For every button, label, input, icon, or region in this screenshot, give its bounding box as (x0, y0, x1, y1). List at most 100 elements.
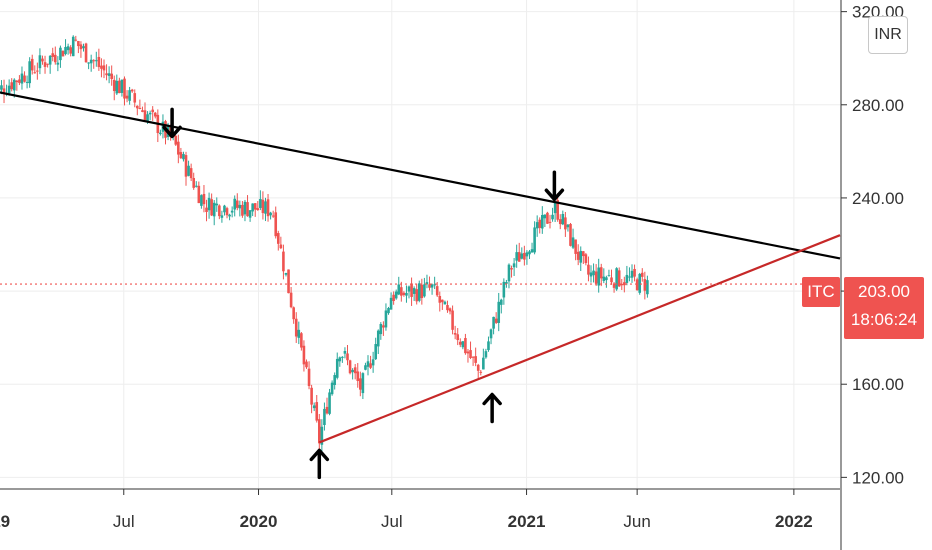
candle-body (23, 75, 26, 82)
candle-body (225, 208, 229, 216)
candle-body (438, 295, 442, 303)
candle-body (533, 227, 536, 253)
candle-body (287, 269, 290, 294)
candle-body (576, 251, 580, 260)
candle-body (625, 274, 629, 283)
candle-body (128, 90, 131, 101)
candle-body (369, 363, 372, 368)
candle-body (174, 135, 178, 145)
candle-body (74, 39, 78, 41)
candle-body (92, 60, 96, 62)
candle-body (238, 204, 242, 209)
candle-body (594, 271, 598, 284)
candle-body (561, 213, 565, 225)
candle-body (300, 333, 303, 348)
candle-body (615, 268, 618, 290)
candle-body (469, 350, 472, 358)
candle-body (187, 165, 190, 176)
candle-body (105, 73, 108, 76)
candle-body (589, 272, 593, 277)
support-trendline[interactable] (318, 234, 841, 444)
candle-body (251, 203, 254, 212)
candle-body (112, 79, 116, 92)
candle-body (282, 251, 285, 272)
candle-body (482, 357, 485, 370)
candle-body (146, 114, 149, 122)
candle-body (118, 80, 121, 94)
candle-body (538, 219, 542, 228)
candle-body (458, 341, 462, 345)
candles (0, 35, 649, 452)
resistance-trendline[interactable] (0, 91, 841, 260)
candle-body (417, 283, 421, 301)
candle-body (61, 50, 65, 57)
candle-body (423, 284, 426, 297)
candle-body (628, 276, 631, 278)
candle-body (512, 263, 516, 268)
candle-body (294, 318, 298, 337)
candle-body (84, 43, 88, 63)
candle-body (394, 291, 398, 299)
candle-body (266, 199, 270, 217)
candle-body (535, 222, 539, 229)
countdown-timer: 18:06:24 (850, 310, 918, 329)
candle-body (497, 301, 501, 323)
candle-body (446, 305, 449, 311)
candle-body (7, 85, 11, 94)
candle-body (507, 264, 511, 282)
candle-body (484, 351, 488, 358)
symbol-label: ITC (802, 277, 840, 307)
candle-body (523, 252, 526, 260)
candle-body (66, 46, 70, 51)
candle-body (640, 272, 644, 277)
candle-body (256, 208, 260, 211)
y-tick-label: 280.00 (852, 96, 904, 115)
candle-body (448, 308, 452, 312)
y-tick-label: 240.00 (852, 189, 904, 208)
candle-body (107, 73, 111, 76)
candle-body (200, 195, 203, 206)
candle-body (136, 105, 139, 109)
candle-body (36, 70, 39, 72)
candle-body (335, 358, 339, 378)
candle-body (384, 310, 388, 328)
candle-body (479, 371, 483, 373)
candle-body (389, 297, 393, 310)
candle-body (297, 329, 301, 338)
candle-body (243, 201, 247, 215)
last-price-badge: 203.00 18:06:24 (844, 277, 924, 339)
candle-body (466, 351, 470, 354)
candle-body (364, 365, 367, 370)
currency-button[interactable]: INR (868, 16, 908, 54)
candle-body (574, 239, 577, 254)
candle-body (546, 212, 549, 224)
candle-body (259, 198, 262, 208)
x-axis-ticks: 2019 Jul 2020 Jul 2021 Jun 2022 (0, 489, 813, 531)
arrow-down-icon (544, 170, 565, 202)
candle-body (543, 214, 547, 219)
candle-body (202, 193, 206, 205)
candle-body (456, 334, 460, 341)
candle-body (95, 60, 98, 62)
candle-body (102, 65, 106, 71)
candle-body (430, 284, 434, 288)
candle-body (120, 79, 124, 93)
x-tick-label: 2020 (240, 512, 278, 531)
candle-body (487, 341, 490, 351)
candle-body (59, 47, 62, 61)
candle-body (212, 202, 216, 217)
candle-body (43, 62, 47, 67)
candle-body (315, 402, 319, 421)
candle-body (69, 47, 72, 54)
candle-body (151, 109, 154, 113)
x-tick-label: 2021 (508, 512, 546, 531)
candle-body (633, 268, 636, 277)
candle-body (387, 308, 390, 314)
x-tick-label: Jul (381, 512, 403, 531)
candle-body (353, 367, 357, 374)
candle-body (592, 270, 595, 276)
candle-body (271, 215, 275, 217)
candle-body (502, 281, 506, 298)
